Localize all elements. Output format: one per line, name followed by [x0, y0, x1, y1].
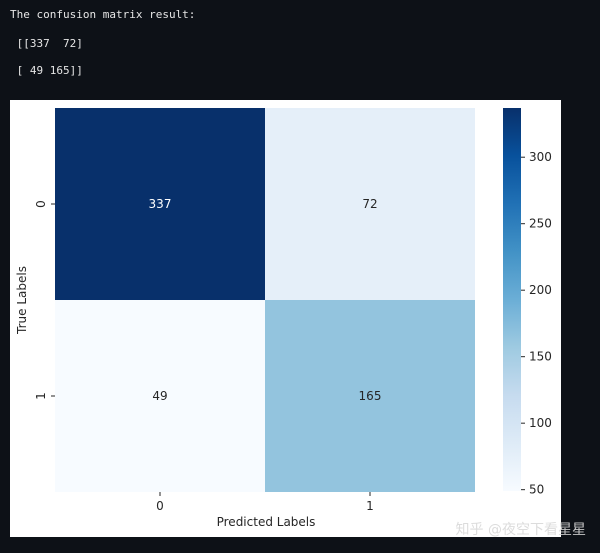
confusion-matrix-heatmap: 337 72 49 165 0 1 0 1 Predicted Labels True La… [15, 108, 552, 529]
cell-value-label-0-1: 72 [362, 197, 377, 211]
axis-ticks: 0 1 0 1 [34, 200, 374, 513]
y-axis-label: True Labels [15, 266, 29, 335]
console-matrix-row-0: [[337 72] [10, 37, 83, 50]
y-tick-label-1: 1 [34, 392, 48, 400]
heatmap-cell-0-0 [55, 108, 265, 300]
colorbar [503, 108, 521, 491]
colorbar-tick-label-4: 250 [529, 217, 552, 231]
y-tick-label-0: 0 [34, 200, 48, 208]
heatmap-cell-1-1 [265, 300, 475, 492]
x-tick-label-1: 1 [366, 499, 374, 513]
colorbar-tick-label-1: 100 [529, 416, 552, 430]
colorbar-tick-label-2: 150 [529, 350, 552, 364]
cell-value-label-0-0: 337 [149, 197, 172, 211]
colorbar-ticks: 50 100 150 200 250 300 [521, 150, 552, 497]
heatmap-cell-1-0 [55, 300, 265, 492]
watermark: 知乎 @夜空下看星星 [455, 522, 586, 538]
heatmap-cell-0-1 [265, 108, 475, 300]
cell-value-label-1-0: 49 [152, 389, 167, 403]
heatmap-panel: 337 72 49 165 0 1 0 1 Predicted Labels True La… [10, 100, 561, 537]
x-axis-label: Predicted Labels [217, 515, 316, 529]
console-heading: The confusion matrix result: [10, 8, 196, 21]
console-matrix-row-1: [ 49 165]] [10, 64, 83, 77]
colorbar-tick-label-5: 300 [529, 150, 552, 164]
cell-value-label-1-1: 165 [359, 389, 382, 403]
colorbar-tick-label-3: 200 [529, 283, 552, 297]
heatmap-cells: 337 72 49 165 [55, 108, 475, 492]
x-tick-label-0: 0 [156, 499, 164, 513]
colorbar-tick-label-0: 50 [529, 483, 544, 497]
